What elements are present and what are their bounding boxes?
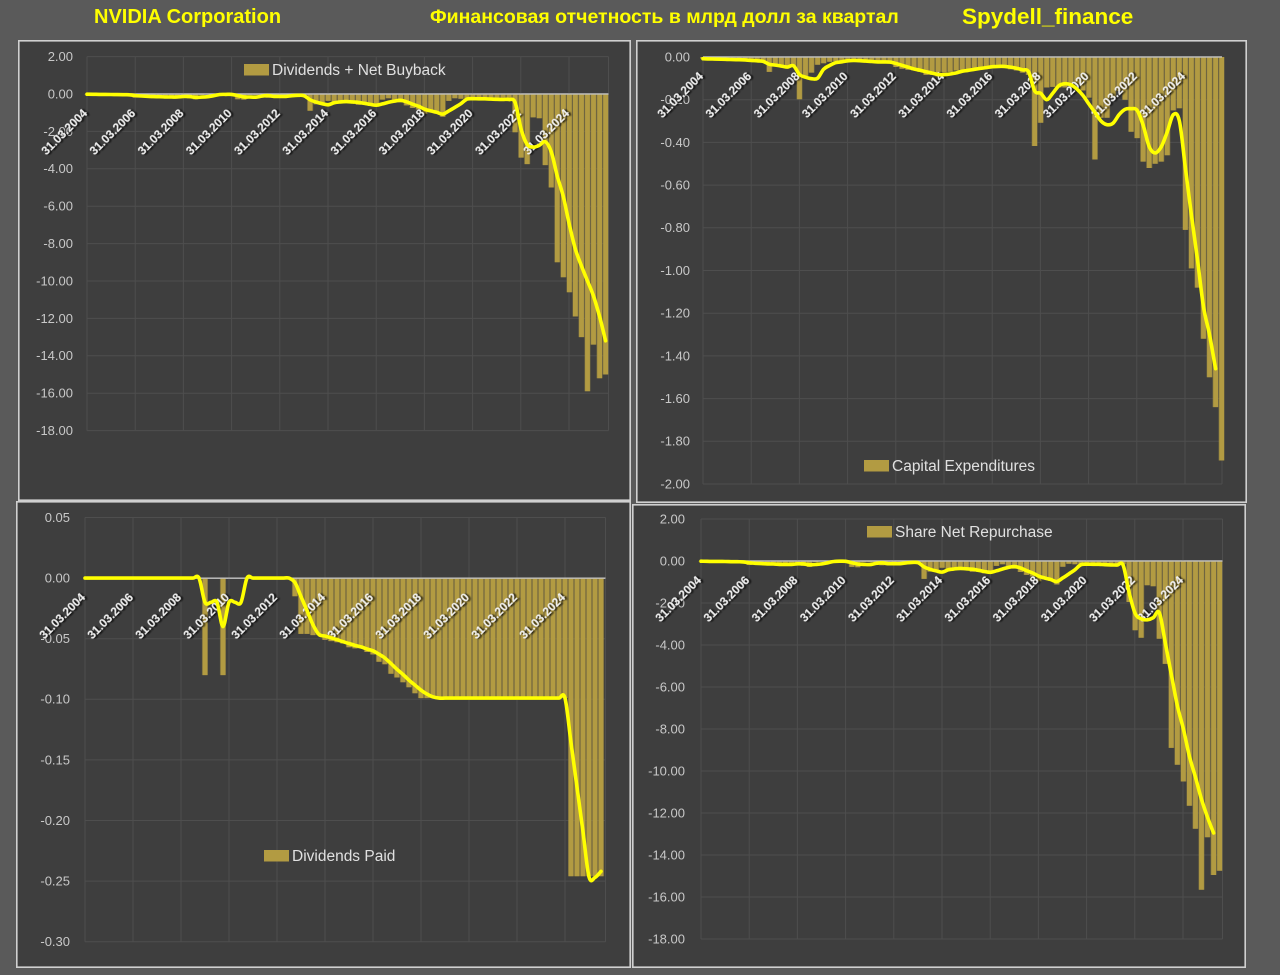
svg-text:Share Net Repurchase: Share Net Repurchase xyxy=(895,524,1053,541)
svg-text:0.00: 0.00 xyxy=(45,571,70,586)
svg-text:2.00: 2.00 xyxy=(660,511,685,526)
svg-text:-12.00: -12.00 xyxy=(36,311,73,326)
svg-text:-12.00: -12.00 xyxy=(648,805,685,820)
svg-text:2.00: 2.00 xyxy=(48,49,73,64)
svg-text:-0.20: -0.20 xyxy=(40,813,70,828)
svg-text:-1.40: -1.40 xyxy=(660,348,690,363)
svg-text:Dividends + Net Buyback: Dividends + Net Buyback xyxy=(272,62,446,79)
svg-text:-0.05: -0.05 xyxy=(40,631,70,646)
svg-text:-0.40: -0.40 xyxy=(660,135,690,150)
svg-text:-0.10: -0.10 xyxy=(40,692,70,707)
svg-text:-2.00: -2.00 xyxy=(655,595,685,610)
svg-text:-0.30: -0.30 xyxy=(40,934,70,949)
svg-text:-18.00: -18.00 xyxy=(36,423,73,438)
svg-text:-14.00: -14.00 xyxy=(648,847,685,862)
svg-text:-0.20: -0.20 xyxy=(660,92,690,107)
svg-text:-1.60: -1.60 xyxy=(660,391,690,406)
svg-text:-6.00: -6.00 xyxy=(43,199,73,214)
svg-text:-0.60: -0.60 xyxy=(660,178,690,193)
svg-text:-10.00: -10.00 xyxy=(648,763,685,778)
svg-text:-8.00: -8.00 xyxy=(43,236,73,251)
svg-text:-18.00: -18.00 xyxy=(648,931,685,946)
svg-text:0.05: 0.05 xyxy=(45,510,70,525)
svg-text:-4.00: -4.00 xyxy=(43,161,73,176)
svg-text:-16.00: -16.00 xyxy=(36,386,73,401)
svg-text:-0.80: -0.80 xyxy=(660,220,690,235)
svg-text:-0.25: -0.25 xyxy=(40,874,70,889)
svg-text:-16.00: -16.00 xyxy=(648,889,685,904)
svg-text:-8.00: -8.00 xyxy=(655,721,685,736)
svg-text:-10.00: -10.00 xyxy=(36,273,73,288)
svg-text:-4.00: -4.00 xyxy=(655,637,685,652)
svg-text:-0.15: -0.15 xyxy=(40,752,70,767)
svg-text:-6.00: -6.00 xyxy=(655,679,685,694)
svg-text:0.00: 0.00 xyxy=(48,86,73,101)
svg-text:Dividends Paid: Dividends Paid xyxy=(292,848,395,865)
svg-text:-1.20: -1.20 xyxy=(660,306,690,321)
svg-text:-2.00: -2.00 xyxy=(43,124,73,139)
svg-text:-2.00: -2.00 xyxy=(660,476,690,491)
svg-text:Capital Expenditures: Capital Expenditures xyxy=(892,458,1035,475)
svg-text:0.00: 0.00 xyxy=(660,553,685,568)
svg-text:0.00: 0.00 xyxy=(665,49,690,64)
svg-text:-14.00: -14.00 xyxy=(36,348,73,363)
svg-text:-1.00: -1.00 xyxy=(660,263,690,278)
svg-text:-1.80: -1.80 xyxy=(660,434,690,449)
